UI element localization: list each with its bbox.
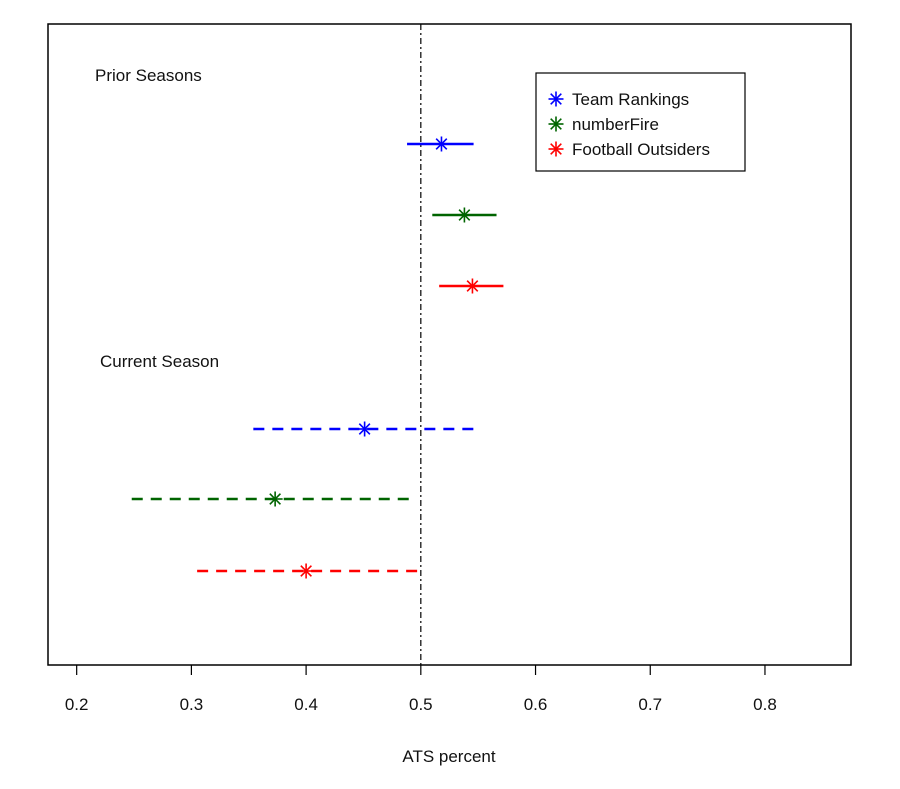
x-tick-label: 0.6	[524, 695, 548, 714]
x-tick-label: 0.3	[180, 695, 204, 714]
legend-label: numberFire	[572, 115, 659, 134]
x-tick-label: 0.4	[294, 695, 318, 714]
estimate-marker	[464, 278, 480, 294]
plot-frame	[47, 23, 852, 666]
x-tick-label: 0.2	[65, 695, 89, 714]
group-label-current: Current Season	[100, 352, 219, 371]
legend-box	[535, 72, 746, 172]
legend-label: Team Rankings	[572, 90, 689, 109]
legend-label: Football Outsiders	[572, 140, 710, 159]
legend-marker	[548, 116, 564, 132]
x-axis-label: ATS percent	[402, 747, 496, 766]
legend-marker	[548, 91, 564, 107]
estimate-marker	[433, 136, 449, 152]
estimate-marker	[357, 421, 373, 437]
estimate-marker	[298, 563, 314, 579]
estimate-marker	[267, 491, 283, 507]
legend: Team Rankings numberFire Football Outsider…	[535, 72, 746, 172]
x-tick-label: 0.5	[409, 695, 433, 714]
x-tick-label: 0.8	[753, 695, 777, 714]
group-label-prior: Prior Seasons	[95, 66, 202, 85]
x-tick-label: 0.7	[638, 695, 662, 714]
estimate-marker	[456, 207, 472, 223]
legend-marker	[548, 141, 564, 157]
